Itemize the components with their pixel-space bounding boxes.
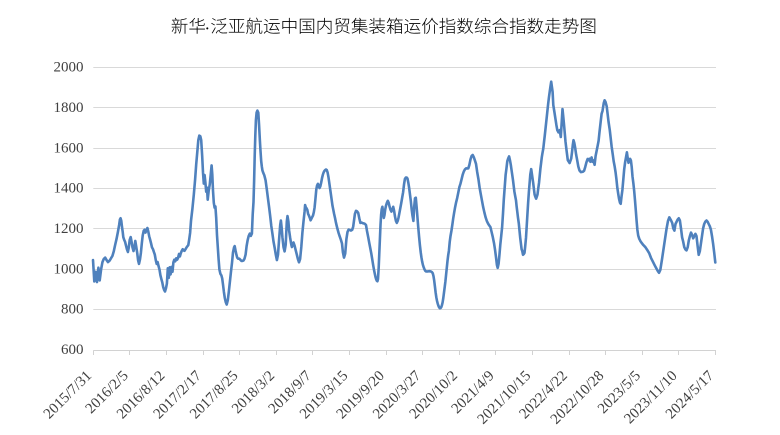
svg-text:1200: 1200 — [54, 221, 84, 237]
svg-text:1000: 1000 — [54, 261, 84, 277]
svg-text:1800: 1800 — [54, 100, 84, 116]
svg-text:1600: 1600 — [54, 140, 84, 156]
svg-text:600: 600 — [61, 342, 84, 358]
svg-text:2000: 2000 — [54, 60, 84, 76]
svg-text:1400: 1400 — [54, 181, 84, 197]
svg-text:800: 800 — [61, 302, 84, 318]
